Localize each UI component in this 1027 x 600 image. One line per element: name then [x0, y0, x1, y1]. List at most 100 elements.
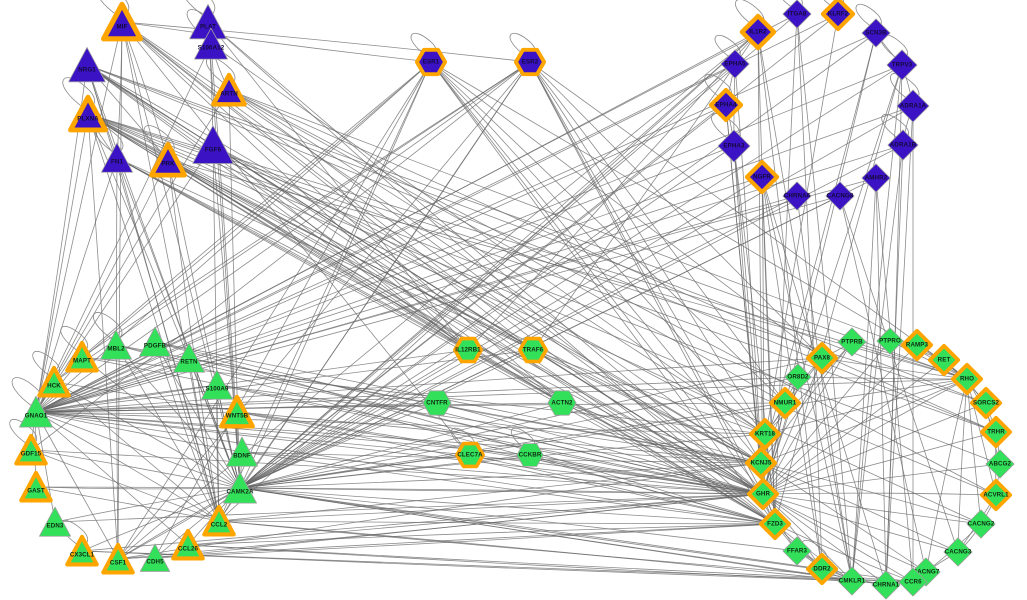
graph-edge [236, 411, 776, 525]
graph-node-acvrl1[interactable]: ACVRL1 [979, 478, 1013, 512]
node-shape-triangle [223, 471, 257, 504]
graph-node-mbl2[interactable]: MBL2 [99, 328, 133, 362]
graph-node-ccr6[interactable]: CCR6 [898, 567, 928, 597]
graph-node-cx3cl1[interactable]: CX3CL1 [65, 534, 99, 567]
graph-edge [467, 349, 776, 525]
graph-edge [218, 520, 776, 525]
graph-node-ngfr[interactable]: NGFR [744, 159, 780, 195]
node-shape-triangle [65, 340, 99, 373]
graph-node-ptprb[interactable]: PTPRB [837, 327, 867, 357]
graph-node-scn3b[interactable]: SCN3B [861, 18, 891, 48]
graph-node-artn[interactable]: ARTN [211, 72, 247, 107]
graph-node-cacng3[interactable]: CACNG3 [943, 537, 973, 567]
graph-edge [228, 89, 945, 361]
graph-edge [925, 378, 968, 573]
graph-node-clec7a[interactable]: CLEC7A [455, 441, 485, 469]
node-shape-triangle [68, 47, 106, 83]
graph-edge [154, 341, 241, 489]
graph-node-epha4[interactable]: EPHA4 [708, 87, 744, 123]
graph-node-gdf15[interactable]: GDF15 [14, 433, 48, 466]
node-shape-diamond [950, 362, 984, 396]
graph-node-ccl26[interactable]: CCL26 [171, 528, 205, 561]
graph-edge [561, 402, 762, 464]
graph-edge [87, 113, 776, 525]
graph-node-plxna[interactable]: PLXNA [68, 94, 108, 133]
graph-edge [35, 195, 798, 413]
graph-node-esr2[interactable]: ESR2 [513, 47, 547, 77]
graph-edge [762, 376, 799, 495]
graph-node-nmur1[interactable]: NMUR1 [768, 386, 802, 420]
graph-node-ptpro[interactable]: PTPRO [876, 327, 904, 355]
graph-node-fgf6[interactable]: FGF6 [191, 123, 235, 167]
graph-edge [154, 493, 764, 559]
graph-node-adra1a[interactable]: ADRA1A [896, 89, 930, 123]
graph-node-itga8[interactable]: ITGA8 [782, 0, 812, 29]
graph-node-fn1[interactable]: FN1 [100, 141, 134, 175]
graph-edge [35, 411, 766, 435]
graph-node-pdgfb[interactable]: PDGFB [138, 325, 172, 359]
graph-node-prk[interactable]: PRK [149, 141, 187, 178]
graph-node-epha5[interactable]: EPHA5 [720, 49, 750, 79]
graph-node-trpv3[interactable]: TRPV3 [886, 49, 918, 81]
graph-edge [239, 462, 762, 489]
graph-node-cckbr[interactable]: CCKBR [516, 441, 544, 469]
graph-node-cacng8[interactable]: CACNG8 [825, 181, 855, 211]
graph-node-amhr2[interactable]: AMHR2 [861, 163, 891, 193]
graph-node-actn2[interactable]: ACTN2 [547, 388, 577, 418]
graph-edge [760, 462, 982, 525]
graph-node-chrna1[interactable]: CHRNA1 [871, 570, 901, 600]
graph-edge [87, 113, 764, 495]
graph-node-or8d2[interactable]: OR8D2 [784, 363, 812, 391]
node-shape-hexagon [513, 47, 547, 77]
graph-node-sorcs2[interactable]: SORCS2 [969, 386, 1003, 420]
graph-edge [117, 31, 759, 560]
graph-node-ramp3[interactable]: RAMP3 [900, 328, 934, 362]
graph-node-cdh5[interactable]: CDH5 [139, 542, 171, 574]
graph-node-cacng2[interactable]: CACNG2 [966, 509, 996, 539]
graph-node-adra1b[interactable]: ADRA1B [887, 129, 919, 161]
graph-node-bdnf[interactable]: BDNF [225, 435, 259, 469]
graph-node-csf1[interactable]: CSF1 [101, 542, 135, 575]
graph-node-wnt5b[interactable]: WNT5B [219, 394, 255, 429]
graph-edge [957, 378, 968, 553]
graph-node-kcnj5[interactable]: KCNJ5 [744, 446, 778, 480]
graph-edge [241, 451, 764, 495]
graph-node-fzd3[interactable]: FZD3 [758, 507, 792, 541]
graph-node-ghr[interactable]: GHR [746, 477, 780, 511]
graph-node-il1r2[interactable]: IL1R2 [739, 13, 777, 51]
graph-node-epha3[interactable]: EPHA3 [717, 129, 751, 163]
graph-node-trhr[interactable]: TRHR [979, 415, 1013, 449]
graph-node-gnao1[interactable]: GNAO1 [18, 394, 54, 430]
graph-node-ccl2[interactable]: CCL2 [202, 504, 236, 537]
graph-edge [762, 493, 927, 573]
graph-node-s100a12[interactable]: S100A12 [193, 26, 229, 62]
graph-edge [87, 113, 119, 560]
graph-node-chrna6[interactable]: CHRNA6 [782, 181, 812, 211]
graph-node-esr1[interactable]: ESR1 [414, 47, 448, 77]
node-shape-triangle [99, 329, 133, 360]
graph-node-nrg1[interactable]: NRG1 [67, 45, 107, 85]
graph-node-cntfr[interactable]: CNTFR [422, 388, 452, 418]
graph-node-cmklr1[interactable]: CMKLR1 [837, 566, 867, 596]
graph-node-il12rb1[interactable]: IL12RB1 [453, 336, 483, 364]
node-shape-diamond [820, 0, 856, 32]
graph-node-krt18[interactable]: KRT18 [748, 417, 782, 451]
graph-edge [821, 357, 968, 380]
graph-node-traf6[interactable]: TRAF6 [518, 336, 548, 364]
graph-node-mapt[interactable]: MAPT [65, 340, 99, 373]
graph-edge [228, 89, 786, 404]
graph-node-abcg2[interactable]: ABCG2 [985, 449, 1015, 479]
graph-edge [115, 344, 776, 525]
graph-node-edn3[interactable]: EDN3 [38, 505, 72, 539]
graph-node-camk2a[interactable]: CAMK2A [222, 470, 258, 506]
graph-node-ddr2[interactable]: DDR2 [805, 552, 839, 586]
graph-edge [35, 411, 243, 453]
node-shape-diamond [758, 507, 792, 541]
graph-edge [35, 411, 241, 489]
graph-node-mif[interactable]: MIF [101, 1, 144, 42]
graph-edge [239, 402, 786, 489]
graph-edge [117, 462, 762, 560]
graph-node-klrf2[interactable]: KLRF2 [820, 0, 856, 32]
graph-node-gast[interactable]: GAST [19, 470, 53, 503]
